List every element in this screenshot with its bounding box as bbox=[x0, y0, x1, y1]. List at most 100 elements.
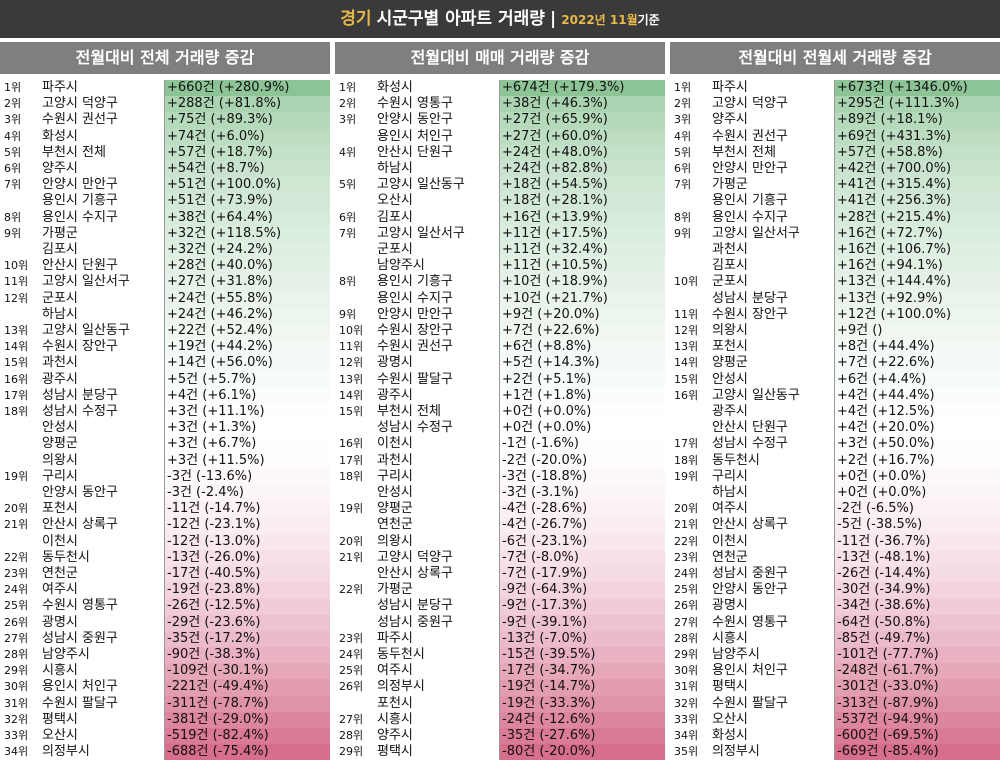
list-item: 안성시 +3건 (+1.3%) bbox=[0, 420, 330, 437]
change-value: -248건 (-61.7%) bbox=[834, 663, 1000, 680]
region-name: 의정부시 bbox=[712, 744, 760, 760]
rank-label: 2위 bbox=[674, 97, 692, 111]
change-value: -24건 (-12.6%) bbox=[499, 711, 665, 728]
region-name: 광주시 bbox=[377, 387, 413, 403]
list-item: 12위 광명시 +5건 (+14.3%) bbox=[335, 355, 665, 372]
list-item: 29위 평택시 -80건 (-20.0%) bbox=[335, 744, 665, 761]
rank-label: 30위 bbox=[674, 664, 699, 678]
region-name: 포천시 bbox=[377, 695, 413, 711]
region-name: 부천시 전체 bbox=[377, 404, 441, 419]
list-item: 군포시 +11건 (+32.4%) bbox=[335, 242, 665, 259]
change-value: -85건 (-49.7%) bbox=[834, 630, 1000, 647]
list-item: 30위 용인시 처인구 -248건 (-61.7%) bbox=[670, 663, 1000, 680]
change-value: +3건 (+50.0%) bbox=[834, 436, 1000, 453]
change-value: +4건 (+20.0%) bbox=[834, 420, 1000, 437]
change-value: +0건 (+0.0%) bbox=[834, 485, 1000, 502]
change-value: +16건 (+13.9%) bbox=[499, 209, 665, 226]
region-name: 용인시 처인구 bbox=[42, 679, 118, 695]
change-value: -3건 (-18.8%) bbox=[499, 468, 665, 485]
change-value: +24건 (+82.8%) bbox=[499, 161, 665, 178]
rank-label: 15위 bbox=[674, 372, 699, 386]
list-item: 5위 부천시 전체 +57건 (+18.7%) bbox=[0, 144, 330, 161]
region-name: 의정부시 bbox=[377, 679, 425, 695]
region-name: 안산시 단원구 bbox=[712, 420, 788, 436]
region-name: 의왕시 bbox=[377, 533, 413, 549]
region-name: 이천시 bbox=[712, 533, 748, 549]
rank-label: 9위 bbox=[674, 226, 692, 240]
change-value: +54건 (+8.7%) bbox=[164, 161, 330, 178]
change-value: -17건 (-34.7%) bbox=[499, 663, 665, 680]
region-name: 여주시 bbox=[377, 663, 413, 679]
rank-label: 24위 bbox=[339, 648, 364, 661]
list-item: 광주시 +4건 (+12.5%) bbox=[670, 404, 1000, 421]
rank-label: 3위 bbox=[339, 113, 357, 127]
region-name: 포천시 bbox=[42, 501, 78, 517]
change-value: +1건 (+1.8%) bbox=[499, 387, 665, 404]
list-item: 23위 연천군 -17건 (-40.5%) bbox=[0, 566, 330, 583]
ranking-list: 1위 파주시 +673건 (+1346.0%) 2위 고양시 덕양구 +295건 (+11… bbox=[670, 80, 1000, 761]
list-item: 20위 여주시 -2건 (-6.5%) bbox=[670, 501, 1000, 518]
list-item: 22위 동두천시 -13건 (-26.0%) bbox=[0, 549, 330, 566]
region-name: 평택시 bbox=[377, 744, 413, 760]
change-value: -669건 (-85.4%) bbox=[834, 744, 1000, 761]
list-item: 오산시 +18건 (+28.1%) bbox=[335, 193, 665, 210]
list-item: 17위 성남시 분당구 +4건 (+6.1%) bbox=[0, 387, 330, 404]
region-name: 안산시 상록구 bbox=[42, 517, 118, 533]
list-item: 27위 시흥시 -24건 (-12.6%) bbox=[335, 711, 665, 728]
change-value: -600건 (-69.5%) bbox=[834, 728, 1000, 745]
region-name: 용인시 기흥구 bbox=[712, 193, 788, 209]
change-value: +13건 (+92.9%) bbox=[834, 290, 1000, 307]
region-name: 오산시 bbox=[712, 711, 748, 727]
region-name: 수원시 영통구 bbox=[42, 598, 118, 614]
list-item: 18위 동두천시 +2건 (+16.7%) bbox=[670, 452, 1000, 469]
list-item: 33위 오산시 -537건 (-94.9%) bbox=[670, 711, 1000, 728]
region-name: 안산시 단원구 bbox=[377, 144, 453, 160]
list-item: 2위 수원시 영통구 +38건 (+46.3%) bbox=[335, 96, 665, 113]
rank-label: 1위 bbox=[4, 81, 22, 94]
change-value: -29건 (-23.6%) bbox=[164, 614, 330, 631]
change-value: -101건 (-77.7%) bbox=[834, 647, 1000, 664]
list-item: 성남시 수정구 +0건 (+0.0%) bbox=[335, 420, 665, 437]
rank-label: 28위 bbox=[4, 648, 29, 661]
change-value: +69건 (+431.3%) bbox=[834, 128, 1000, 145]
rank-label: 23위 bbox=[674, 550, 699, 564]
region-name: 안산시 상록구 bbox=[377, 566, 453, 581]
rank-label: 25위 bbox=[4, 599, 29, 613]
region-name: 성남시 분당구 bbox=[42, 387, 118, 403]
region-name: 군포시 bbox=[42, 290, 78, 306]
list-item: 16위 광주시 +5건 (+5.7%) bbox=[0, 371, 330, 388]
change-value: +674건 (+179.3%) bbox=[499, 80, 665, 97]
change-value: +11건 (+17.5%) bbox=[499, 225, 665, 242]
rank-label: 23위 bbox=[339, 631, 364, 645]
change-value: -1건 (-1.6%) bbox=[499, 436, 665, 453]
list-item: 21위 안산시 상록구 -5건 (-38.5%) bbox=[670, 517, 1000, 534]
change-value: -313건 (-87.9%) bbox=[834, 695, 1000, 712]
rank-label: 11위 bbox=[4, 275, 29, 289]
change-value: +32건 (+24.2%) bbox=[164, 242, 330, 259]
change-value: -109건 (-30.1%) bbox=[164, 663, 330, 680]
change-value: -4건 (-28.6%) bbox=[499, 501, 665, 518]
list-item: 25위 안양시 동안구 -30건 (-34.9%) bbox=[670, 582, 1000, 599]
list-item: 34위 화성시 -600건 (-69.5%) bbox=[670, 728, 1000, 745]
change-value: +2건 (+5.1%) bbox=[499, 371, 665, 388]
change-value: -19건 (-23.8%) bbox=[164, 582, 330, 599]
rank-label: 28위 bbox=[339, 729, 364, 742]
region-name: 동두천시 bbox=[712, 452, 760, 468]
list-item: 21위 고양시 덕양구 -7건 (-8.0%) bbox=[335, 549, 665, 566]
rank-label: 31위 bbox=[4, 696, 29, 710]
rank-label: 7위 bbox=[339, 226, 357, 240]
rank-label: 21위 bbox=[339, 550, 364, 564]
list-item: 19위 양평군 -4건 (-28.6%) bbox=[335, 501, 665, 518]
list-item: 13위 수원시 팔달구 +2건 (+5.1%) bbox=[335, 371, 665, 388]
change-value: +11건 (+32.4%) bbox=[499, 242, 665, 259]
list-item: 용인시 수지구 +10건 (+21.7%) bbox=[335, 290, 665, 307]
list-item: 10위 안산시 단원구 +28건 (+40.0%) bbox=[0, 258, 330, 275]
change-value: -13건 (-48.1%) bbox=[834, 549, 1000, 566]
change-value: +3건 (+1.3%) bbox=[164, 420, 330, 437]
change-value: +5건 (+5.7%) bbox=[164, 371, 330, 388]
list-item: 안양시 동안구 -3건 (-2.4%) bbox=[0, 485, 330, 502]
list-item: 2위 고양시 덕양구 +288건 (+81.8%) bbox=[0, 96, 330, 113]
change-value: +42건 (+700.0%) bbox=[834, 161, 1000, 178]
change-value: -7건 (-17.9%) bbox=[499, 566, 665, 583]
rank-label: 2위 bbox=[339, 97, 357, 111]
